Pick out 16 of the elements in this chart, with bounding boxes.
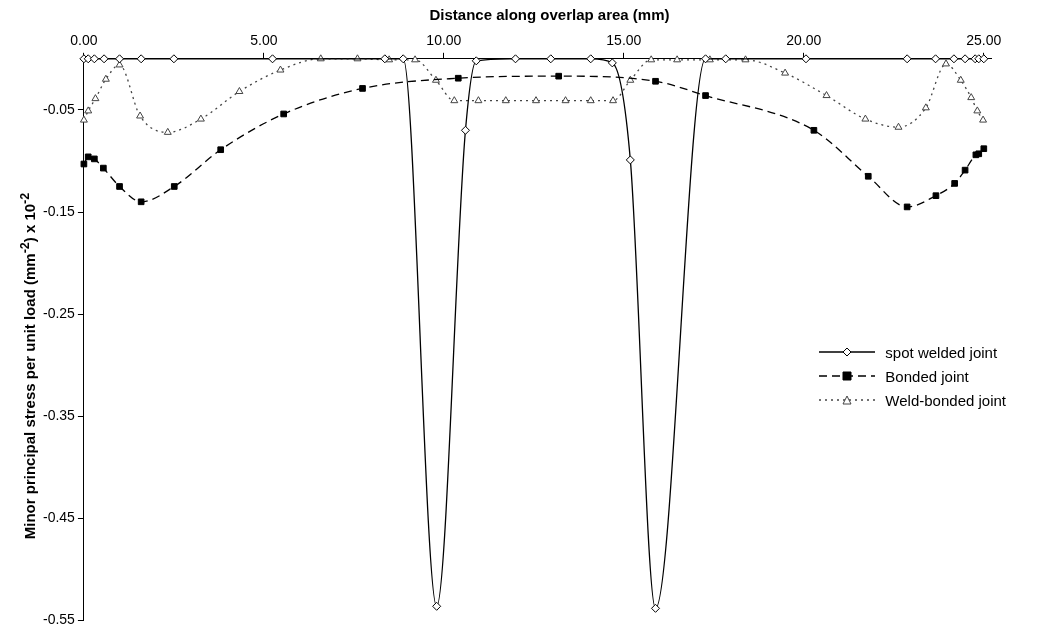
y-tick-label: -0.25 [42,305,76,322]
legend-label: spot welded joint [885,343,998,361]
y-tick-label: -0.15 [42,202,76,219]
y-tick-label: -0.05 [42,100,76,117]
legend-label: Weld-bonded joint [885,391,1006,409]
x-tick-label: 20.00 [786,32,822,49]
x-axis-title: Distance along overlap area (mm) [428,6,671,23]
x-tick-label: 25.00 [966,32,1002,49]
legend-label: Bonded joint [885,367,969,385]
y-tick-label: -0.45 [42,509,76,526]
x-tick-label: 15.00 [606,32,642,49]
x-tick-label: 5.00 [250,32,278,49]
y-tick-label: -0.55 [42,611,76,628]
x-tick-label: 10.00 [426,32,462,49]
y-tick-label: -0.35 [42,407,76,424]
x-tick-label: 0.00 [70,32,98,49]
